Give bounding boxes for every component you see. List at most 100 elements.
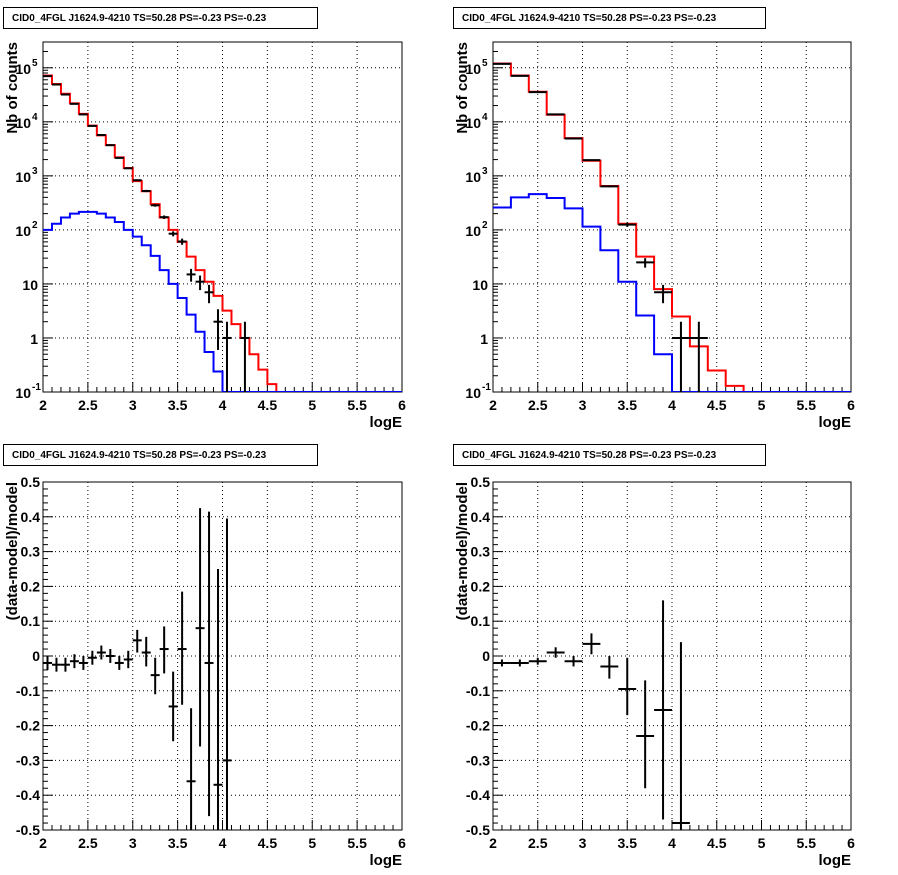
data-point (177, 238, 187, 245)
x-tick-label: 5.5 (347, 835, 367, 851)
data-point (159, 215, 169, 220)
y-tick-label: 0.4 (21, 509, 41, 525)
y-tick-label: 1 (30, 331, 38, 347)
residual-point (195, 508, 205, 747)
residual-point (159, 626, 169, 674)
y-tick-label: -0.3 (466, 752, 490, 768)
grid (43, 482, 402, 830)
residual-point (141, 636, 151, 667)
y-tick-exponent: 2 (32, 220, 38, 231)
y-tick-label: -0.1 (16, 683, 40, 699)
data-point (240, 321, 250, 392)
x-axis-label: logE (370, 414, 403, 431)
x-tick-label: 6 (847, 397, 855, 413)
data-layer (43, 508, 232, 830)
data-point (123, 167, 133, 170)
residual-point (78, 656, 88, 670)
x-tick-label: 4 (219, 397, 227, 413)
y-tick-label: -0.3 (16, 752, 40, 768)
y-axis-label: Nb of counts (454, 42, 471, 134)
x-tick-label: 4 (219, 835, 227, 851)
residual-point (132, 629, 142, 653)
x-tick-label: 4.5 (707, 397, 727, 413)
x-tick-label: 5 (308, 397, 316, 413)
residual-point (636, 680, 655, 789)
y-tick-label: 0.1 (471, 613, 491, 629)
x-tick-label: 3.5 (168, 835, 188, 851)
y-tick-label: 10 (465, 115, 481, 131)
x-tick-label: 5 (308, 835, 316, 851)
residual-point (60, 657, 70, 672)
x-tick-label: 3.5 (618, 835, 638, 851)
x-axis-label: logE (370, 852, 403, 869)
model-component-histogram (43, 210, 402, 392)
data-point (213, 309, 223, 350)
y-tick-label: -0.4 (16, 787, 40, 803)
data-point (222, 321, 232, 392)
residual-point (96, 645, 106, 660)
data-point (186, 268, 196, 282)
data-point (150, 203, 160, 207)
y-tick-label: -0.4 (466, 787, 490, 803)
y-tick-label: 10 (465, 61, 481, 77)
y-tick-exponent: -1 (32, 382, 41, 393)
data-point (105, 144, 115, 147)
y-axis-label: Nb of counts (4, 42, 21, 134)
data-point (636, 258, 655, 268)
x-tick-label: 3 (579, 835, 587, 851)
y-tick-label: 10 (15, 61, 31, 77)
data-point (132, 179, 142, 182)
x-tick-label: 6 (847, 835, 855, 851)
x-tick-label: 6 (398, 835, 406, 851)
y-tick-label: 0.2 (471, 578, 491, 594)
y-tick-label: 0 (482, 648, 490, 664)
residual-point (546, 647, 565, 658)
y-tick-label: 0.5 (471, 474, 491, 490)
y-tick-label: 10 (22, 277, 38, 293)
y-tick-label: -0.1 (466, 683, 490, 699)
residual-point (618, 657, 637, 716)
x-tick-label: 4.5 (258, 835, 278, 851)
residual-point (654, 600, 672, 820)
x-tick-label: 5 (758, 397, 766, 413)
x-tick-label: 5 (758, 835, 766, 851)
x-tick-label: 5.5 (797, 835, 817, 851)
residual-point (528, 657, 547, 665)
residual-point (672, 642, 690, 830)
chart-title: CID0_4FGL J1624.9-4210 TS=50.28 PS=-0.23… (3, 444, 318, 466)
model-total-histogram (493, 62, 851, 392)
residual-point (177, 591, 187, 705)
residual-point (150, 657, 160, 695)
data-point (141, 189, 151, 193)
y-tick-exponent: 4 (32, 112, 38, 123)
y-tick-exponent: 5 (482, 58, 488, 69)
data-point (546, 113, 565, 116)
y-tick-label: 10 (15, 169, 31, 185)
y-axis-label: (data-model)/model (454, 482, 471, 620)
x-tick-label: 2.5 (78, 835, 98, 851)
data-point (618, 222, 637, 227)
y-tick-exponent: 4 (482, 112, 488, 123)
y-tick-label: 10 (15, 223, 31, 239)
data-point (78, 113, 88, 116)
chart-3: 2 2.5 3 3.5 4 4.5 5 5.5 6 -0.5 -0.4 -0.3 -0.2 -0.1 0 0.… (4, 474, 406, 869)
y-tick-label: 0.4 (471, 509, 491, 525)
x-tick-label: 2 (489, 397, 497, 413)
data-point (204, 284, 214, 304)
y-tick-label: -0.2 (466, 718, 490, 734)
data-point (60, 93, 70, 96)
y-tick-label: 10 (465, 223, 481, 239)
y-tick-exponent: 5 (32, 58, 38, 69)
residual-point (123, 650, 133, 669)
data-point (69, 102, 79, 105)
residual-point (51, 657, 61, 672)
y-tick-label: -0.5 (16, 822, 40, 838)
x-tick-label: 5.5 (797, 397, 817, 413)
data-layer (493, 600, 690, 830)
residual-point (510, 659, 529, 667)
residual-point (87, 650, 97, 665)
x-tick-label: 2 (39, 835, 47, 851)
y-tick-label: 0.3 (471, 544, 491, 560)
x-tick-label: 3.5 (168, 397, 188, 413)
data-point (195, 275, 205, 291)
